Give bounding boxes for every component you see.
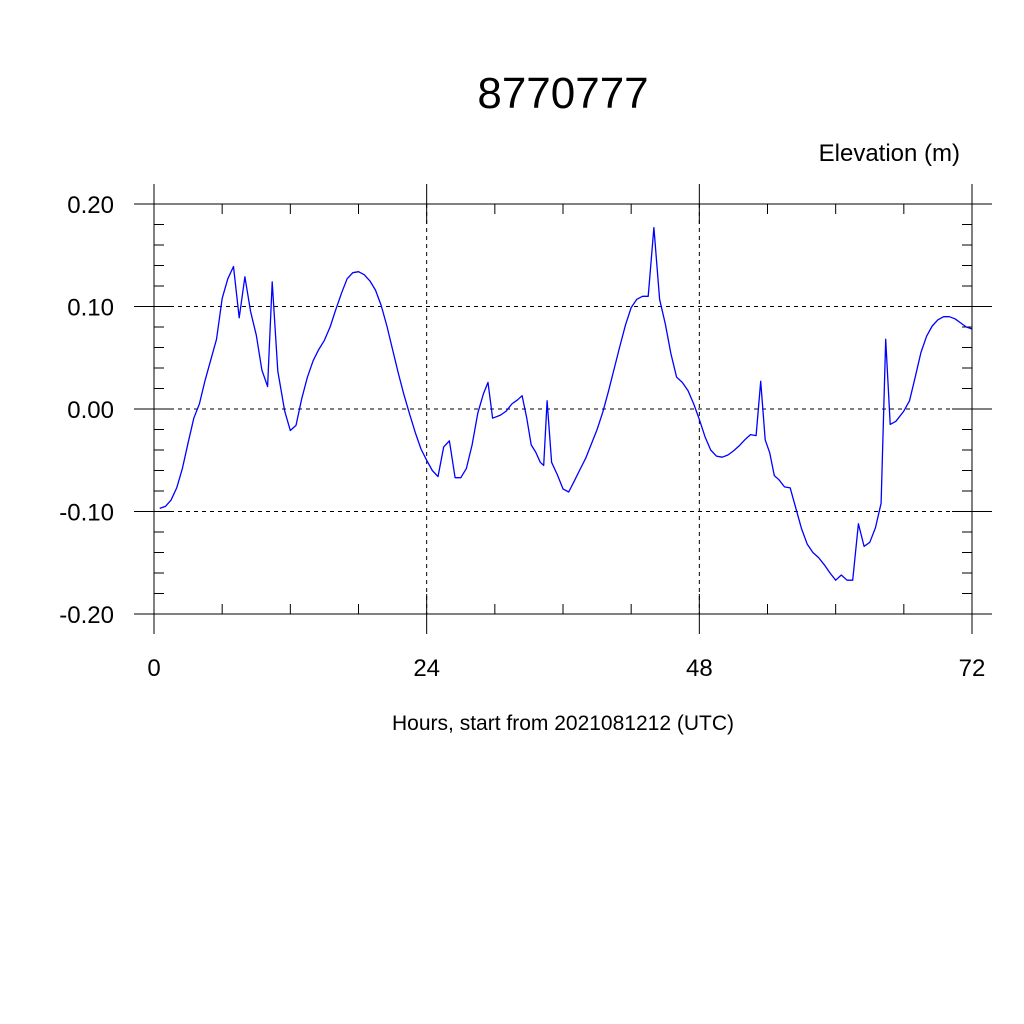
chart-title: 8770777 bbox=[477, 69, 648, 118]
plot-border bbox=[153, 203, 973, 615]
x-axis-label: Hours, start from 2021081212 (UTC) bbox=[392, 712, 734, 735]
tick-labels: 0 24 48 72 0.20 0.10 0.00 -0.10 -0.20 bbox=[59, 192, 985, 682]
x-tick-label: 24 bbox=[413, 655, 440, 682]
y-tick-label: -0.10 bbox=[59, 500, 114, 527]
series-polyline bbox=[159, 226, 973, 581]
y-tick-label: 0.10 bbox=[67, 295, 114, 322]
units-label: Elevation (m) bbox=[819, 140, 960, 167]
grid-lines bbox=[154, 203, 972, 615]
x-tick-label: 0 bbox=[147, 655, 160, 682]
y-tick-label: 0.00 bbox=[67, 397, 114, 424]
x-tick-label: 72 bbox=[959, 655, 986, 682]
series-line bbox=[159, 226, 973, 581]
y-tick-label: 0.20 bbox=[67, 192, 114, 219]
y-tick-label: -0.20 bbox=[59, 602, 114, 629]
x-tick-label: 48 bbox=[686, 655, 713, 682]
plot-frame bbox=[153, 203, 973, 615]
